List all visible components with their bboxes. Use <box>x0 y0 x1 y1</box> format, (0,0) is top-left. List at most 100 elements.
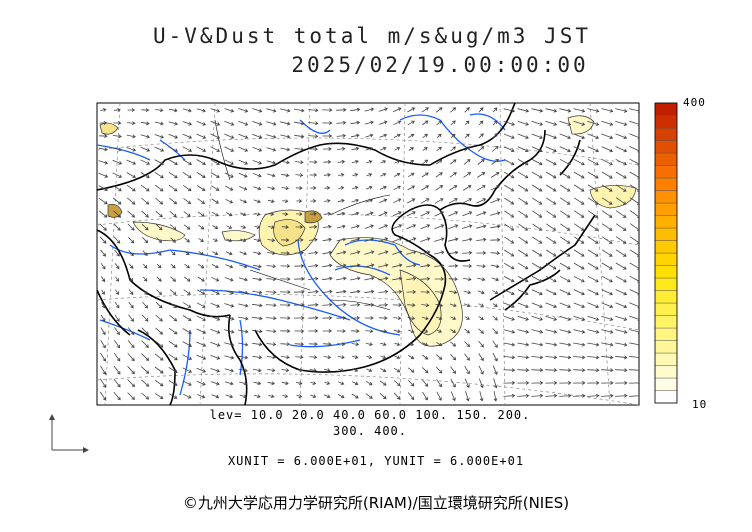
wind-arrow <box>559 158 571 166</box>
wind-arrow <box>435 107 443 113</box>
wind-arrow <box>282 394 289 398</box>
wind-arrow <box>532 210 543 218</box>
wind-arrow <box>98 172 109 178</box>
wind-arrow <box>296 394 303 398</box>
wind-arrow <box>364 316 374 320</box>
wind-arrow <box>545 315 558 321</box>
wind-arrow <box>406 289 417 294</box>
wind-arrow <box>323 394 331 399</box>
wind-arrow <box>211 198 220 204</box>
wind-arrow <box>531 120 544 126</box>
wind-arrow <box>113 210 122 218</box>
wind-arrow <box>503 276 515 283</box>
wind-arrow <box>280 147 291 152</box>
wind-arrow <box>168 380 178 386</box>
wind-arrow <box>392 237 403 243</box>
wind-arrow <box>266 134 277 139</box>
wind-arrow <box>113 121 122 125</box>
wind-arrow <box>493 391 498 402</box>
wind-arrow <box>531 381 544 385</box>
wind-arrow <box>295 368 304 373</box>
wind-arrow <box>545 120 558 126</box>
wind-arrow <box>308 147 319 152</box>
wind-arrow <box>601 249 613 257</box>
wind-arrow <box>392 303 402 307</box>
wind-arrow <box>394 355 401 359</box>
wind-arrow <box>142 237 149 244</box>
wind-arrow <box>420 237 431 242</box>
wind-arrow <box>99 236 107 244</box>
wind-arrow <box>492 352 498 362</box>
wind-arrow <box>337 198 345 203</box>
wind-arrow <box>365 133 374 138</box>
wind-arrow <box>559 342 572 347</box>
wind-arrow <box>517 315 530 321</box>
wind-arrow <box>267 381 276 386</box>
wind-arrow <box>336 276 347 281</box>
wind-arrow <box>281 225 289 230</box>
wind-arrow <box>126 184 136 192</box>
wind-arrow <box>559 249 571 257</box>
wind-arrow <box>436 391 442 401</box>
wind-arrow <box>182 380 192 386</box>
colorbar-cell <box>654 177 678 191</box>
wind-arrow <box>266 329 277 334</box>
wind-arrow <box>421 120 429 126</box>
wind-arrow <box>503 342 516 347</box>
wind-arrow <box>225 251 233 256</box>
wind-arrow <box>310 381 317 385</box>
wind-arrow <box>406 224 417 230</box>
wind-arrow <box>182 146 193 152</box>
wind-arrow <box>128 314 134 322</box>
wind-arrow <box>169 224 177 231</box>
wind-arrow <box>476 185 486 191</box>
wind-arrow <box>434 263 445 268</box>
wind-arrow <box>225 264 234 269</box>
wind-arrow <box>113 378 121 388</box>
wind-arrow <box>280 316 291 321</box>
wind-arrow <box>408 342 414 346</box>
wind-arrow <box>112 172 123 178</box>
colorbar-cell <box>654 390 678 404</box>
wind-arrow <box>560 210 571 218</box>
wind-arrow <box>601 380 614 385</box>
wind-arrow <box>615 223 627 231</box>
wind-arrow <box>629 120 639 126</box>
wind-arrow <box>365 380 373 386</box>
wind-arrow <box>156 237 163 244</box>
wind-arrow <box>224 277 234 282</box>
wind-arrow <box>573 197 585 205</box>
wind-arrow <box>559 236 571 244</box>
wind-arrow <box>615 184 627 192</box>
wind-arrow <box>338 173 345 177</box>
wind-arrow <box>422 159 429 165</box>
wind-arrow <box>407 367 415 373</box>
wind-arrow <box>98 210 108 218</box>
wind-arrow <box>379 146 387 151</box>
wind-arrow <box>629 262 639 270</box>
wind-arrow <box>478 316 484 321</box>
wind-arrow <box>308 263 319 268</box>
contour-levels-cont: 300. 400. <box>332 424 408 438</box>
wind-arrow <box>282 212 289 216</box>
wind-arrow <box>309 355 318 360</box>
wind-arrow <box>141 108 150 113</box>
wind-arrow <box>449 172 457 178</box>
colorbar-cell <box>654 377 678 391</box>
wind-arrow <box>197 289 206 295</box>
wind-arrow <box>503 289 515 296</box>
wind-arrow <box>351 146 360 151</box>
wind-arrow <box>450 353 457 361</box>
wind-arrow <box>545 368 558 373</box>
wind-arrow <box>587 289 599 296</box>
wind-arrow <box>504 236 515 244</box>
wind-arrow <box>517 355 530 360</box>
wind-arrow <box>140 134 151 139</box>
wind-arrow <box>615 197 627 205</box>
wind-arrow <box>337 342 346 347</box>
wind-arrow <box>154 171 164 179</box>
wind-arrow <box>448 224 459 230</box>
wind-arrow <box>492 315 498 321</box>
wind-arrow <box>350 133 360 138</box>
wind-arrow <box>573 236 585 244</box>
